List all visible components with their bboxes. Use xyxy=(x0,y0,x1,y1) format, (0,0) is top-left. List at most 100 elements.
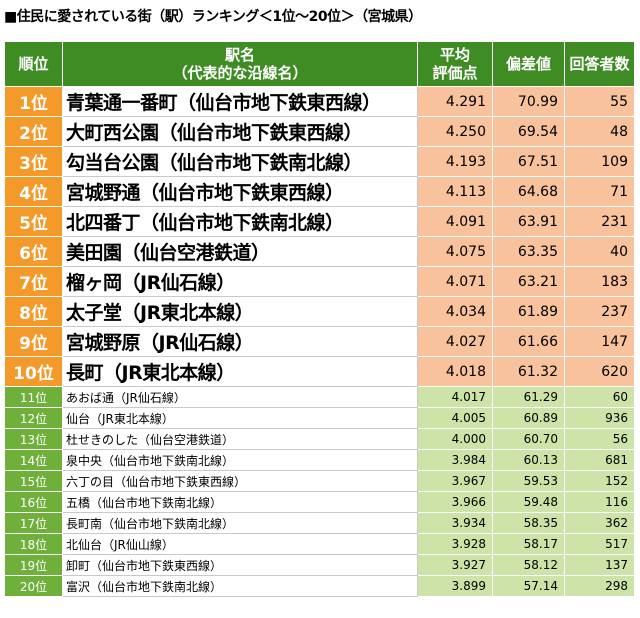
rank-cell: 14位 xyxy=(4,449,63,471)
table-row: 18位 北仙台（JR仙山線） 3.928 58.17 517 xyxy=(4,533,635,555)
respondents-cell: 137 xyxy=(564,554,635,576)
deviation-cell: 58.35 xyxy=(492,512,565,534)
score-cell: 4.005 xyxy=(417,407,493,429)
station-name-cell: 仙台（JR東北本線） xyxy=(62,407,418,429)
score-cell: 4.113 xyxy=(417,176,493,207)
respondents-cell: 40 xyxy=(564,236,635,267)
rank-cell: 13位 xyxy=(4,428,63,450)
deviation-cell: 70.99 xyxy=(492,86,565,117)
deviation-cell: 63.21 xyxy=(492,266,565,297)
respondents-cell: 237 xyxy=(564,296,635,327)
respondents-cell: 231 xyxy=(564,206,635,237)
respondents-cell: 48 xyxy=(564,116,635,147)
respondents-cell: 362 xyxy=(564,512,635,534)
rank-cell: 11位 xyxy=(4,386,63,408)
table-row: 12位 仙台（JR東北本線） 4.005 60.89 936 xyxy=(4,407,635,429)
header-score-line2: 評価点 xyxy=(432,64,478,82)
deviation-cell: 61.66 xyxy=(492,326,565,357)
deviation-cell: 60.89 xyxy=(492,407,565,429)
table-row: 6位 美田園（仙台空港鉄道） 4.075 63.35 40 xyxy=(4,236,635,267)
rank-cell: 12位 xyxy=(4,407,63,429)
rank-cell: 10位 xyxy=(4,356,63,387)
respondents-cell: 298 xyxy=(564,575,635,597)
deviation-cell: 57.14 xyxy=(492,575,565,597)
deviation-cell: 61.32 xyxy=(492,356,565,387)
deviation-cell: 59.53 xyxy=(492,470,565,492)
rank-cell: 19位 xyxy=(4,554,63,576)
score-cell: 4.071 xyxy=(417,266,493,297)
header-respondents: 回答者数 xyxy=(564,41,635,87)
score-cell: 3.928 xyxy=(417,533,493,555)
station-name-cell: 宮城野通（仙台市地下鉄東西線） xyxy=(62,176,418,207)
table-row: 13位 杜せきのした（仙台空港鉄道） 4.000 60.70 56 xyxy=(4,428,635,450)
table-body: 1位 青葉通一番町（仙台市地下鉄東西線） 4.291 70.99 55 2位 大町西公園（… xyxy=(4,86,635,597)
deviation-cell: 61.89 xyxy=(492,296,565,327)
station-name-cell: 五橋（仙台市地下鉄南北線） xyxy=(62,491,418,513)
rank-cell: 6位 xyxy=(4,236,63,267)
rank-cell: 1位 xyxy=(4,86,63,117)
header-deviation: 偏差値 xyxy=(492,41,565,87)
score-cell: 4.018 xyxy=(417,356,493,387)
table-row: 7位 榴ヶ岡（JR仙石線） 4.071 63.21 183 xyxy=(4,266,635,297)
respondents-cell: 936 xyxy=(564,407,635,429)
respondents-cell: 681 xyxy=(564,449,635,471)
station-name-cell: 美田園（仙台空港鉄道） xyxy=(62,236,418,267)
score-cell: 4.291 xyxy=(417,86,493,117)
table-row: 20位 富沢（仙台市地下鉄南北線） 3.899 57.14 298 xyxy=(4,575,635,597)
score-cell: 3.984 xyxy=(417,449,493,471)
table-header-row: 順位 駅名 （代表的な沿線名） 平均 評価点 偏差値 回答者数 xyxy=(4,41,635,87)
table-row: 1位 青葉通一番町（仙台市地下鉄東西線） 4.291 70.99 55 xyxy=(4,86,635,117)
score-cell: 3.966 xyxy=(417,491,493,513)
station-name-cell: 榴ヶ岡（JR仙石線） xyxy=(62,266,418,297)
station-name-cell: 長町（JR東北本線） xyxy=(62,356,418,387)
header-name-line2: （代表的な沿線名） xyxy=(172,64,308,82)
deviation-cell: 63.91 xyxy=(492,206,565,237)
header-name-line1: 駅名 xyxy=(224,46,255,64)
deviation-cell: 69.54 xyxy=(492,116,565,147)
respondents-cell: 55 xyxy=(564,86,635,117)
table-row: 19位 卸町（仙台市地下鉄東西線） 3.927 58.12 137 xyxy=(4,554,635,576)
deviation-cell: 60.13 xyxy=(492,449,565,471)
score-cell: 4.091 xyxy=(417,206,493,237)
score-cell: 4.250 xyxy=(417,116,493,147)
score-cell: 3.927 xyxy=(417,554,493,576)
rank-cell: 4位 xyxy=(4,176,63,207)
header-rank: 順位 xyxy=(4,41,63,87)
station-name-cell: あおば通（JR仙石線） xyxy=(62,386,418,408)
rank-cell: 20位 xyxy=(4,575,63,597)
respondents-cell: 109 xyxy=(564,146,635,177)
station-name-cell: 太子堂（JR東北本線） xyxy=(62,296,418,327)
rank-cell: 5位 xyxy=(4,206,63,237)
station-name-cell: 六丁の目（仙台市地下鉄東西線） xyxy=(62,470,418,492)
station-name-cell: 泉中央（仙台市地下鉄南北線） xyxy=(62,449,418,471)
table-row: 10位 長町（JR東北本線） 4.018 61.32 620 xyxy=(4,356,635,387)
rank-cell: 8位 xyxy=(4,296,63,327)
table-row: 17位 長町南（仙台市地下鉄南北線） 3.934 58.35 362 xyxy=(4,512,635,534)
score-cell: 4.193 xyxy=(417,146,493,177)
score-cell: 4.075 xyxy=(417,236,493,267)
score-cell: 4.034 xyxy=(417,296,493,327)
table-row: 3位 勾当台公園（仙台市地下鉄南北線） 4.193 67.51 109 xyxy=(4,146,635,177)
respondents-cell: 147 xyxy=(564,326,635,357)
rank-cell: 9位 xyxy=(4,326,63,357)
table-row: 15位 六丁の目（仙台市地下鉄東西線） 3.967 59.53 152 xyxy=(4,470,635,492)
rank-cell: 2位 xyxy=(4,116,63,147)
respondents-cell: 56 xyxy=(564,428,635,450)
table-row: 4位 宮城野通（仙台市地下鉄東西線） 4.113 64.68 71 xyxy=(4,176,635,207)
station-name-cell: 北四番丁（仙台市地下鉄南北線） xyxy=(62,206,418,237)
deviation-cell: 61.29 xyxy=(492,386,565,408)
station-name-cell: 勾当台公園（仙台市地下鉄南北線） xyxy=(62,146,418,177)
score-cell: 4.000 xyxy=(417,428,493,450)
table-row: 2位 大町西公園（仙台市地下鉄東西線） 4.250 69.54 48 xyxy=(4,116,635,147)
deviation-cell: 63.35 xyxy=(492,236,565,267)
station-name-cell: 宮城野原（JR仙石線） xyxy=(62,326,418,357)
score-cell: 3.899 xyxy=(417,575,493,597)
station-name-cell: 富沢（仙台市地下鉄南北線） xyxy=(62,575,418,597)
header-score-line1: 平均 xyxy=(439,46,470,64)
station-name-cell: 北仙台（JR仙山線） xyxy=(62,533,418,555)
table-row: 5位 北四番丁（仙台市地下鉄南北線） 4.091 63.91 231 xyxy=(4,206,635,237)
header-average-score: 平均 評価点 xyxy=(417,41,493,87)
rank-cell: 17位 xyxy=(4,512,63,534)
respondents-cell: 183 xyxy=(564,266,635,297)
page-title: ■住民に愛されている街（駅）ランキング＜1位～20位＞（宮城県） xyxy=(4,9,422,25)
